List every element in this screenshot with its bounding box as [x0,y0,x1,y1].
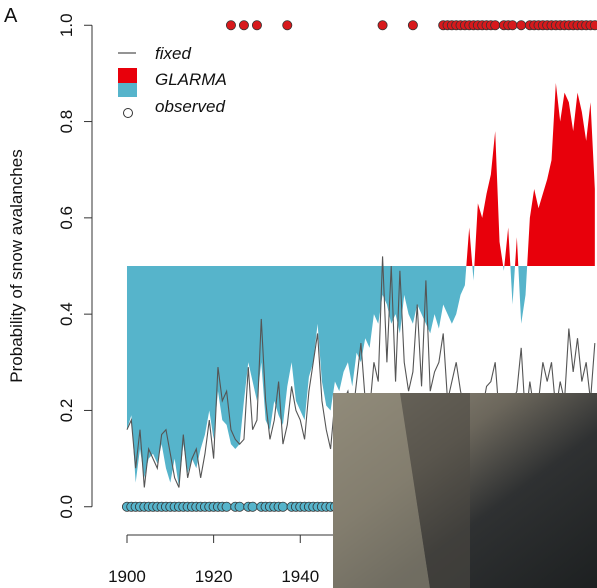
observed-point [408,21,417,30]
legend-swatch [118,68,137,83]
y-tick-label: 0.4 [57,302,76,326]
observed-point [222,502,231,511]
observed-point [235,502,244,511]
observed-point [252,21,261,30]
observed-point [508,21,517,30]
observed-point [278,502,287,511]
observed-point [491,21,500,30]
observed-point [517,21,526,30]
observed-point [378,21,387,30]
legend-marker [124,109,133,118]
observed-point [283,21,292,30]
observed-point [590,21,597,30]
x-tick-label: 1940 [281,567,319,586]
photo-overlay [333,393,597,588]
y-tick-label: 1.0 [57,13,76,37]
x-tick-label: 1920 [195,567,233,586]
y-axis-label: Probability of snow avalanches [7,149,26,382]
y-tick-label: 0.6 [57,206,76,230]
legend-label: observed [155,97,225,116]
y-tick-label: 0.0 [57,495,76,519]
y-tick-label: 0.8 [57,110,76,134]
y-tick-label: 0.2 [57,399,76,423]
observed-point [239,21,248,30]
legend-label: GLARMA [155,70,227,89]
panel-label: A [4,5,18,27]
legend-label: fixed [155,44,191,63]
observed-point [248,502,257,511]
observed-point [226,21,235,30]
legend-swatch [118,83,137,97]
chart: A Probability of snow avalanches 0.0 0.2 0… [0,0,597,588]
x-tick-label: 1900 [108,567,146,586]
